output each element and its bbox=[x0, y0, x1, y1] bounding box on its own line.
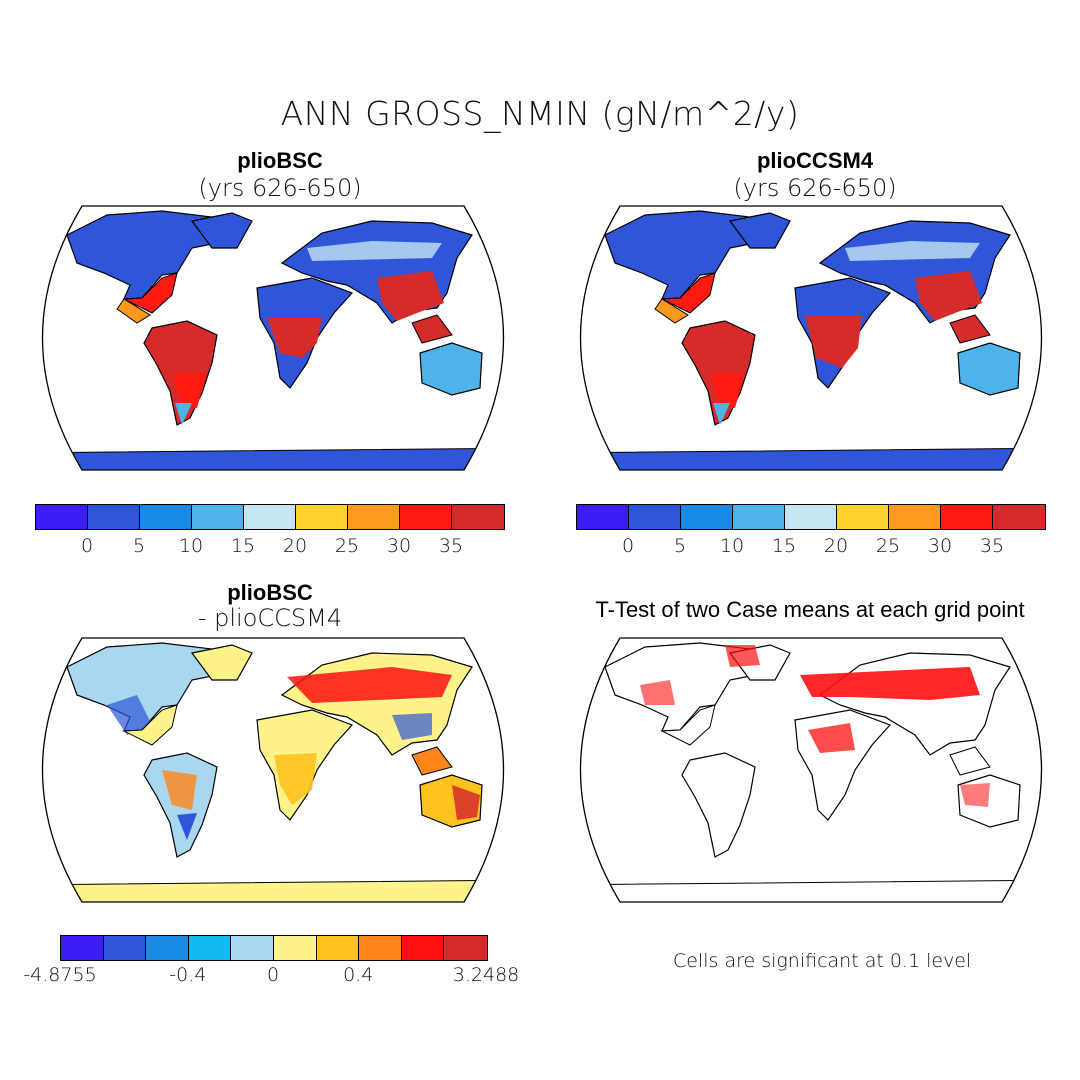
map-top-left bbox=[41, 205, 505, 471]
colorbar-tick-label: 10 bbox=[178, 535, 204, 557]
colorbar-swatch-difference-1 bbox=[103, 936, 147, 960]
colorbar-tick-label: 25 bbox=[334, 535, 360, 557]
colorbar-swatch-difference-8 bbox=[401, 936, 445, 960]
colorbar-swatch-absolute-7 bbox=[400, 505, 452, 529]
colorbar-tick-label: 0 bbox=[80, 535, 94, 557]
colorbar-tick-label: 3.2488 bbox=[452, 964, 520, 986]
colorbar-tick-label: 5 bbox=[132, 535, 146, 557]
panel-subtitle-bottom-left: - plioCCSM4 bbox=[197, 604, 343, 632]
colorbar-tick-label: 30 bbox=[927, 535, 953, 557]
colorbar-swatch-difference-4 bbox=[231, 936, 274, 960]
panel-title-bottom-right: T-Test of two Case means at each grid po… bbox=[595, 597, 1025, 622]
significance-note: Cells are significant at 0.1 level bbox=[673, 950, 972, 972]
colorbar-top-left bbox=[35, 504, 505, 530]
colorbar-tick-label: 25 bbox=[875, 535, 901, 557]
colorbar-swatch-difference-7 bbox=[359, 936, 402, 960]
colorbar-swatch-absolute-3 bbox=[192, 505, 244, 529]
map-top-right bbox=[579, 205, 1043, 471]
colorbar-tick-label: 0.4 bbox=[343, 964, 374, 986]
colorbar-swatch-difference-6 bbox=[316, 936, 360, 960]
panel-subtitle-top-left: (yrs 626-650) bbox=[198, 174, 362, 202]
colorbar-swatch-absolute-6 bbox=[889, 505, 941, 529]
colorbar-swatch-absolute-7 bbox=[941, 505, 993, 529]
colorbar-tick-label: 15 bbox=[771, 535, 797, 557]
colorbar-swatch-absolute-8 bbox=[452, 505, 504, 529]
colorbar-swatch-absolute-6 bbox=[348, 505, 400, 529]
colorbar-swatch-absolute-4 bbox=[244, 505, 296, 529]
colorbar-swatch-absolute-2 bbox=[681, 505, 733, 529]
colorbar-tick-label: 5 bbox=[673, 535, 687, 557]
colorbar-tick-label: 0 bbox=[266, 964, 280, 986]
colorbar-tick-label: 0 bbox=[621, 535, 635, 557]
colorbar-swatch-absolute-0 bbox=[36, 505, 88, 529]
map-bottom-right bbox=[579, 637, 1043, 903]
colorbar-swatch-difference-2 bbox=[146, 936, 189, 960]
colorbar-tick-label: 15 bbox=[230, 535, 256, 557]
colorbar-swatch-absolute-4 bbox=[785, 505, 837, 529]
map-bottom-left bbox=[41, 637, 505, 903]
colorbar-top-right bbox=[576, 504, 1046, 530]
figure-title: ANN GROSS_NMIN (gN/m^2/y) bbox=[280, 94, 800, 133]
colorbar-swatch-absolute-0 bbox=[577, 505, 629, 529]
colorbar-swatch-absolute-8 bbox=[993, 505, 1045, 529]
colorbar-tick-label: 35 bbox=[438, 535, 464, 557]
colorbar-swatch-absolute-1 bbox=[629, 505, 681, 529]
colorbar-bottom-left bbox=[60, 935, 488, 961]
colorbar-swatch-absolute-5 bbox=[837, 505, 889, 529]
colorbar-swatch-absolute-2 bbox=[140, 505, 192, 529]
colorbar-swatch-difference-3 bbox=[188, 936, 232, 960]
colorbar-tick-label: 10 bbox=[719, 535, 745, 557]
colorbar-tick-label: 30 bbox=[386, 535, 412, 557]
colorbar-swatch-absolute-3 bbox=[733, 505, 785, 529]
colorbar-tick-label: -0.4 bbox=[169, 964, 207, 986]
colorbar-swatch-absolute-1 bbox=[88, 505, 140, 529]
colorbar-tick-label: -4.8755 bbox=[23, 964, 97, 986]
colorbar-swatch-difference-0 bbox=[61, 936, 104, 960]
panel-title-top-right: plioCCSM4 bbox=[756, 148, 874, 173]
colorbar-tick-label: 35 bbox=[979, 535, 1005, 557]
panel-title-top-left: plioBSC bbox=[237, 148, 323, 173]
colorbar-swatch-difference-5 bbox=[273, 936, 317, 960]
colorbar-swatch-difference-9 bbox=[444, 936, 487, 960]
panel-subtitle-top-right: (yrs 626-650) bbox=[733, 174, 897, 202]
colorbar-tick-label: 20 bbox=[282, 535, 308, 557]
colorbar-tick-label: 20 bbox=[823, 535, 849, 557]
colorbar-swatch-absolute-5 bbox=[296, 505, 348, 529]
panel-title-bottom-left: plioBSC bbox=[227, 580, 313, 605]
